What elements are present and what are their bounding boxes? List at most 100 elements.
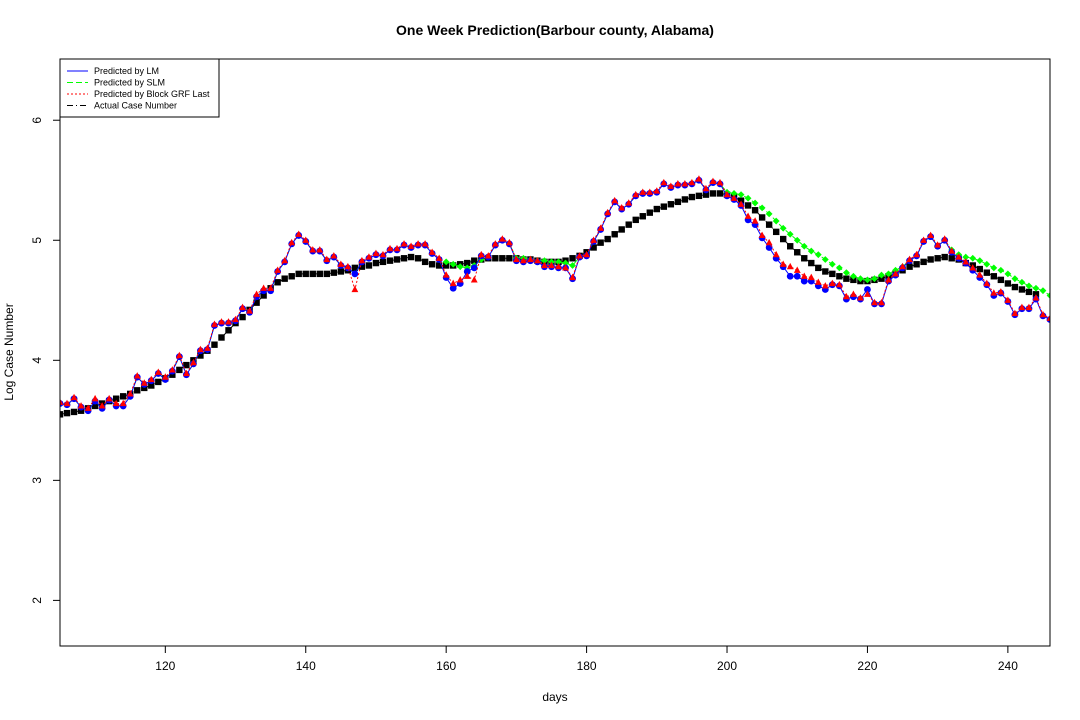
data-point [562, 264, 569, 271]
data-point [281, 256, 289, 264]
data-point [674, 198, 682, 206]
data-point [850, 290, 857, 297]
data-point [169, 371, 176, 378]
data-point [709, 190, 717, 197]
data-point [344, 262, 352, 270]
data-point [927, 256, 934, 263]
data-point [829, 270, 836, 278]
data-point [316, 246, 324, 253]
data-point [913, 250, 920, 258]
data-point [864, 286, 871, 293]
data-point [941, 253, 948, 261]
data-point [814, 251, 822, 259]
data-point [892, 270, 899, 277]
data-point [548, 261, 555, 269]
data-point [885, 276, 892, 283]
data-point [154, 368, 162, 375]
data-point [288, 238, 296, 246]
data-point [969, 264, 977, 271]
data-point [505, 238, 513, 246]
data-point [400, 255, 408, 262]
data-point [168, 366, 176, 373]
data-point [1039, 310, 1047, 318]
data-point [302, 270, 309, 278]
data-point [197, 345, 204, 353]
data-point [182, 369, 190, 377]
data-point [260, 292, 267, 299]
data-point [449, 279, 457, 287]
data-point [442, 262, 450, 269]
data-point [611, 231, 618, 238]
data-point [60, 411, 64, 418]
data-point [555, 258, 562, 266]
data-point [1032, 294, 1040, 301]
data-point [330, 252, 338, 259]
data-point [885, 270, 892, 278]
legend-label: Actual Case Number [94, 101, 177, 111]
data-point [365, 262, 373, 269]
data-point [828, 279, 836, 287]
data-point [751, 207, 759, 214]
data-point [176, 366, 183, 374]
data-point [414, 255, 422, 262]
y-tick-label: 2 [30, 597, 44, 604]
data-point [807, 247, 815, 255]
data-point [267, 284, 275, 291]
data-point [906, 255, 913, 263]
data-point [716, 178, 724, 186]
data-point [976, 257, 984, 265]
data-point [765, 221, 773, 228]
plot-frame [59, 58, 1051, 647]
data-point [421, 258, 429, 266]
data-point [667, 201, 675, 208]
data-point [597, 224, 605, 231]
data-point [632, 190, 640, 198]
data-point [836, 273, 843, 280]
data-point [906, 263, 913, 270]
series-line [60, 178, 1050, 409]
data-point [744, 194, 752, 202]
data-point [681, 196, 689, 203]
data-point [147, 375, 155, 383]
data-point [920, 258, 927, 266]
data-point [358, 256, 366, 264]
data-point [604, 235, 611, 243]
data-point [456, 276, 464, 283]
data-point [541, 261, 548, 269]
data-point [842, 269, 850, 277]
data-point [534, 256, 541, 264]
data-point [569, 273, 576, 281]
data-point [765, 238, 773, 246]
data-point [962, 258, 970, 265]
data-point [800, 277, 808, 285]
data-point [161, 373, 169, 380]
data-point [702, 191, 710, 198]
data-point [98, 402, 106, 409]
data-point [456, 263, 464, 271]
data-point [997, 276, 1005, 284]
data-point [316, 270, 323, 278]
data-point [197, 352, 204, 359]
data-point [583, 250, 590, 258]
data-point [211, 320, 218, 327]
data-point [618, 226, 625, 233]
data-point [365, 253, 373, 260]
data-point [653, 205, 661, 213]
data-point [822, 268, 829, 275]
data-point [864, 276, 871, 284]
data-point [393, 244, 401, 252]
data-point [786, 272, 794, 280]
data-point [1018, 278, 1026, 286]
data-point [1025, 288, 1033, 296]
x-tick-label: 120 [155, 659, 175, 673]
data-point [878, 275, 885, 282]
data-point [484, 252, 492, 259]
data-point [920, 236, 928, 243]
data-point [758, 204, 766, 212]
data-point [842, 292, 850, 300]
data-point [1011, 309, 1019, 317]
data-point [175, 351, 183, 359]
data-point [119, 393, 127, 400]
data-point [730, 190, 738, 197]
data-point [323, 255, 331, 263]
